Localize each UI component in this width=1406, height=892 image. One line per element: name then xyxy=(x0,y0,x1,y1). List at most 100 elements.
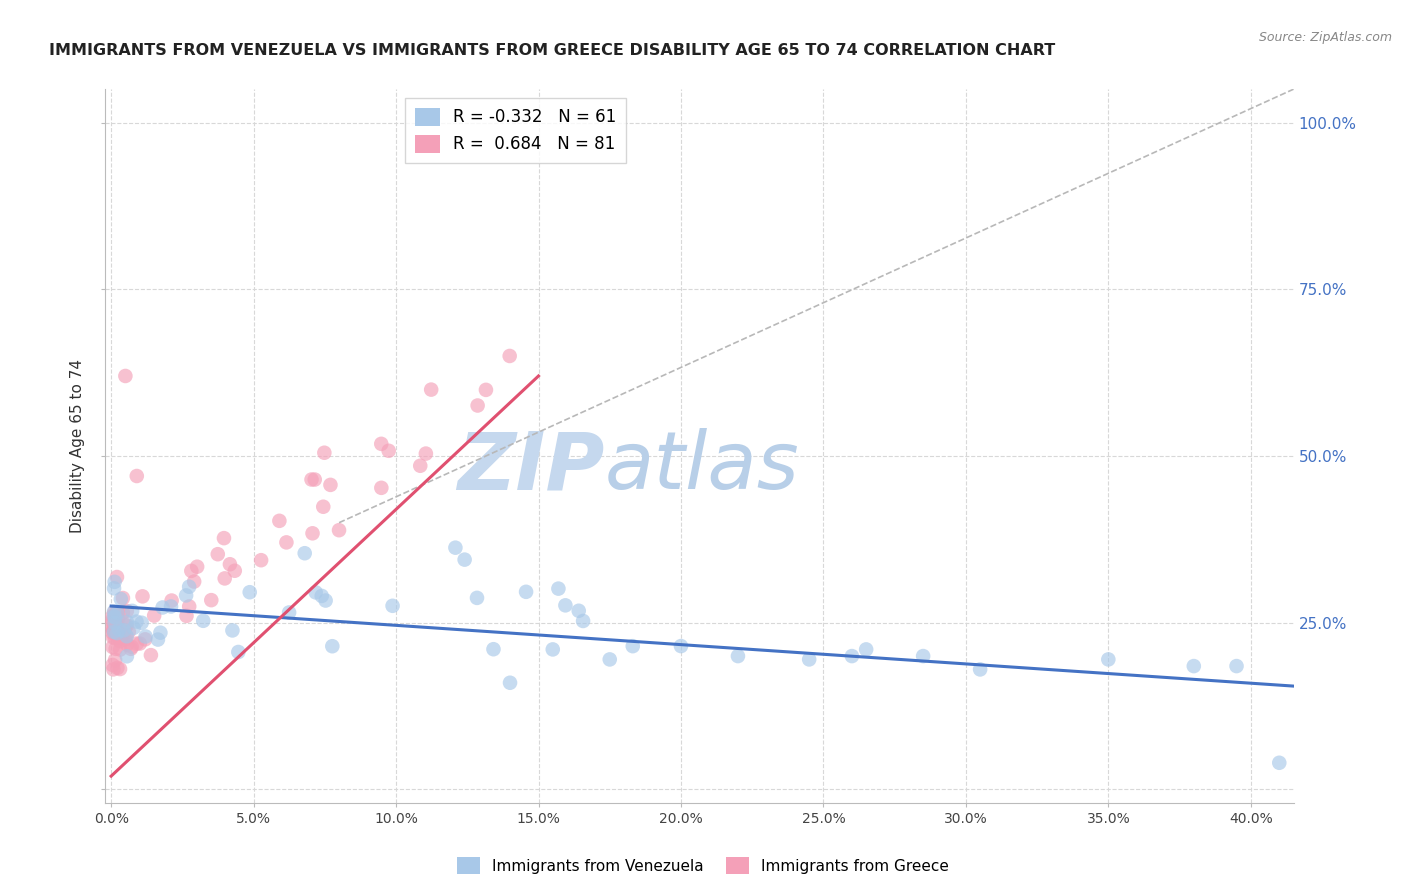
Point xyxy=(128,636,150,650)
Point xyxy=(114,632,136,647)
Point xyxy=(554,599,576,613)
Point xyxy=(107,620,129,634)
Legend: R = -0.332   N = 61, R =  0.684   N = 81: R = -0.332 N = 61, R = 0.684 N = 81 xyxy=(405,97,626,163)
Point xyxy=(108,662,131,676)
Point xyxy=(103,605,125,619)
Point xyxy=(547,582,569,596)
Point xyxy=(110,592,132,607)
Point xyxy=(104,609,127,624)
Point xyxy=(135,630,157,644)
Point xyxy=(207,547,229,561)
Point xyxy=(179,599,201,614)
Point xyxy=(108,623,131,637)
Point xyxy=(321,639,343,653)
Point xyxy=(180,564,202,578)
Point xyxy=(115,618,138,632)
Point xyxy=(107,612,129,626)
Point xyxy=(131,590,153,604)
Point xyxy=(115,604,138,618)
Point xyxy=(121,640,143,654)
Y-axis label: Disability Age 65 to 74: Disability Age 65 to 74 xyxy=(70,359,86,533)
Point xyxy=(381,599,404,613)
Point xyxy=(174,589,197,603)
Point xyxy=(131,615,153,630)
Point xyxy=(599,652,621,666)
Point xyxy=(465,591,488,605)
Point xyxy=(193,614,215,628)
Point xyxy=(107,661,129,675)
Point xyxy=(101,621,124,635)
Point xyxy=(104,608,127,623)
Point xyxy=(799,652,821,666)
Point xyxy=(239,585,262,599)
Point xyxy=(103,662,125,676)
Point xyxy=(475,383,498,397)
Point xyxy=(841,649,863,664)
Point xyxy=(120,641,142,656)
Legend: Immigrants from Venezuela, Immigrants from Greece: Immigrants from Venezuela, Immigrants fr… xyxy=(450,851,956,880)
Point xyxy=(228,645,250,659)
Point xyxy=(311,589,333,603)
Point xyxy=(125,615,148,629)
Point xyxy=(146,632,169,647)
Point xyxy=(121,604,143,618)
Point xyxy=(370,437,392,451)
Point xyxy=(482,642,505,657)
Point xyxy=(101,609,124,624)
Point xyxy=(103,582,125,596)
Point xyxy=(118,624,141,639)
Point xyxy=(312,500,335,514)
Point xyxy=(115,649,138,664)
Point xyxy=(214,571,236,585)
Point xyxy=(115,629,138,643)
Point xyxy=(250,553,273,567)
Point xyxy=(219,558,242,572)
Point xyxy=(467,399,489,413)
Point xyxy=(122,621,145,635)
Point xyxy=(101,613,124,627)
Point xyxy=(103,609,125,624)
Point xyxy=(1225,659,1247,673)
Point xyxy=(278,606,301,620)
Point xyxy=(114,368,136,383)
Point xyxy=(315,593,337,607)
Point xyxy=(444,541,467,555)
Point xyxy=(1182,659,1205,673)
Point xyxy=(111,606,134,620)
Point xyxy=(103,624,125,639)
Point xyxy=(107,624,129,639)
Point xyxy=(107,605,129,619)
Point xyxy=(415,447,437,461)
Point xyxy=(103,615,125,630)
Text: Source: ZipAtlas.com: Source: ZipAtlas.com xyxy=(1258,31,1392,45)
Point xyxy=(115,615,138,629)
Point xyxy=(212,531,235,545)
Point xyxy=(669,639,692,653)
Point xyxy=(541,642,564,657)
Point xyxy=(377,443,399,458)
Point xyxy=(105,606,128,620)
Point xyxy=(269,514,291,528)
Point xyxy=(183,574,205,589)
Point xyxy=(186,559,208,574)
Point xyxy=(152,600,174,615)
Point xyxy=(111,591,134,605)
Point xyxy=(319,478,342,492)
Point xyxy=(160,599,183,614)
Point xyxy=(499,675,522,690)
Point xyxy=(221,624,243,638)
Point xyxy=(499,349,522,363)
Point xyxy=(969,662,991,676)
Point xyxy=(139,648,162,662)
Point xyxy=(103,624,125,638)
Point xyxy=(104,631,127,645)
Point xyxy=(855,642,877,657)
Point xyxy=(108,634,131,648)
Point xyxy=(224,564,246,578)
Point xyxy=(176,608,198,623)
Point xyxy=(104,574,127,589)
Point xyxy=(370,481,392,495)
Point xyxy=(101,623,124,637)
Point xyxy=(105,570,128,584)
Point xyxy=(104,610,127,624)
